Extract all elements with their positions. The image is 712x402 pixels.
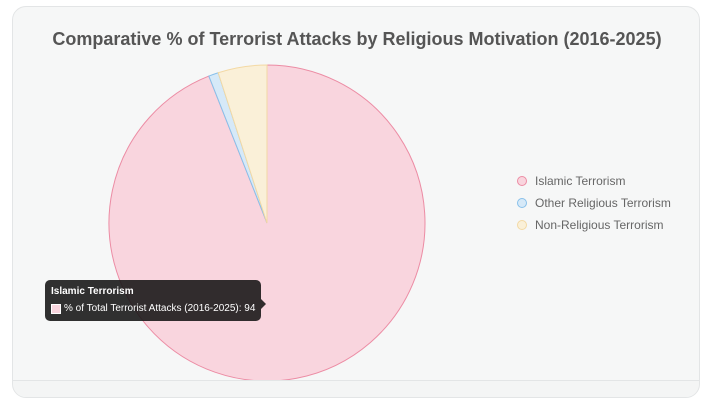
legend-item-islamic-terrorism[interactable]: Islamic Terrorism <box>517 170 671 192</box>
tooltip-separator: : <box>238 303 245 314</box>
tooltip-swatch <box>51 303 61 314</box>
legend-item-non-religious-terrorism[interactable]: Non-Religious Terrorism <box>517 214 671 236</box>
tooltip-row: % of Total Terrorist Attacks (2016-2025)… <box>51 303 255 314</box>
legend-swatch-non-religious <box>517 220 527 230</box>
chart-tooltip: Islamic Terrorism % of Total Terrorist A… <box>45 280 267 321</box>
legend-label: Other Religious Terrorism <box>535 196 671 210</box>
tooltip-value: 94 <box>244 303 256 314</box>
legend-label: Non-Religious Terrorism <box>535 218 664 232</box>
chart-legend: Islamic Terrorism Other Religious Terror… <box>517 170 671 236</box>
tooltip-title: Islamic Terrorism <box>51 286 134 297</box>
card-footer-strip <box>13 380 699 397</box>
tooltip-label: % of Total Terrorist Attacks (2016-2025) <box>64 303 239 314</box>
chart-title: Comparative % of Terrorist Attacks by Re… <box>52 29 662 49</box>
tooltip-caret <box>261 299 267 309</box>
legend-swatch-islamic <box>517 176 527 186</box>
chart-card: Comparative % of Terrorist Attacks by Re… <box>12 6 700 398</box>
legend-swatch-other-religious <box>517 198 527 208</box>
pie-slice-non-religious-terrorism[interactable] <box>217 64 268 224</box>
legend-item-other-religious-terrorism[interactable]: Other Religious Terrorism <box>517 192 671 214</box>
legend-label: Islamic Terrorism <box>535 174 626 188</box>
